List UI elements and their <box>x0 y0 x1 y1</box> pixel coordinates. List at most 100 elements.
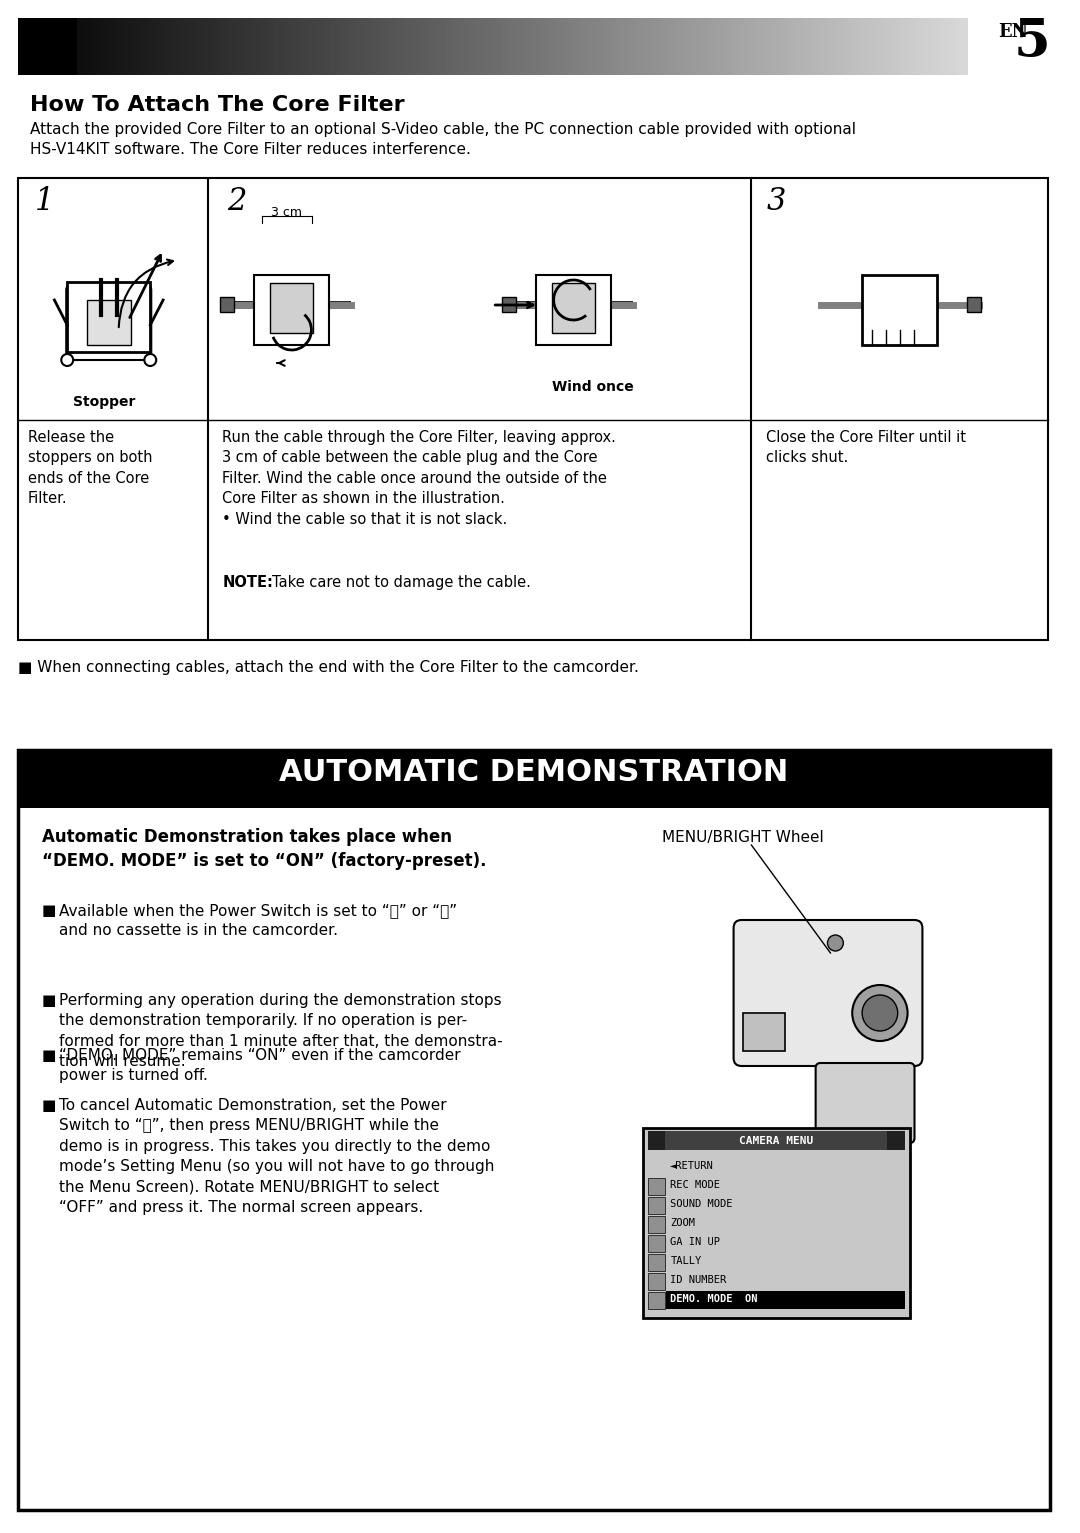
Bar <box>269 18 275 75</box>
Bar <box>744 18 750 75</box>
Bar <box>910 18 916 75</box>
Bar <box>743 1013 785 1052</box>
Bar <box>98 18 104 75</box>
Bar <box>330 18 337 75</box>
Bar <box>502 18 508 75</box>
Bar <box>720 18 726 75</box>
FancyBboxPatch shape <box>733 920 922 1065</box>
Bar <box>487 18 494 75</box>
Bar <box>582 18 589 75</box>
Bar <box>800 18 807 75</box>
Bar <box>265 18 270 75</box>
Bar <box>967 297 981 313</box>
Bar <box>316 18 323 75</box>
Bar <box>254 274 329 345</box>
Bar <box>683 18 688 75</box>
Bar <box>393 18 399 75</box>
Bar <box>17 18 77 75</box>
Bar <box>639 18 645 75</box>
Bar <box>27 18 33 75</box>
Bar <box>877 18 882 75</box>
Bar <box>279 18 284 75</box>
Bar <box>497 18 503 75</box>
Text: Performing any operation during the demonstration stops
the demonstration tempor: Performing any operation during the demo… <box>59 993 503 1069</box>
Bar <box>87 300 131 345</box>
Bar <box>602 18 607 75</box>
Text: Release the
stoppers on both
ends of the Core
Filter.: Release the stoppers on both ends of the… <box>28 429 152 506</box>
Bar <box>478 18 484 75</box>
Text: NOTE:: NOTE: <box>222 575 273 590</box>
Bar <box>953 18 958 75</box>
Text: “DEMO. MODE” remains “ON” even if the camcorder
power is turned off.: “DEMO. MODE” remains “ON” even if the ca… <box>59 1049 461 1084</box>
Bar <box>174 18 180 75</box>
Bar <box>445 18 450 75</box>
Bar <box>270 284 313 333</box>
Bar <box>782 18 787 75</box>
Bar <box>298 18 303 75</box>
Bar <box>564 18 569 75</box>
Bar <box>597 18 603 75</box>
Bar <box>625 18 631 75</box>
Bar <box>616 18 621 75</box>
Bar <box>573 18 579 75</box>
Bar <box>388 18 394 75</box>
Text: 1: 1 <box>35 185 54 218</box>
Bar <box>288 18 294 75</box>
Bar <box>213 18 218 75</box>
Bar <box>364 18 370 75</box>
Bar <box>568 18 573 75</box>
Bar <box>426 18 432 75</box>
Bar <box>160 18 166 75</box>
Bar <box>354 18 361 75</box>
Bar <box>772 18 778 75</box>
Bar <box>502 297 516 313</box>
Bar <box>127 18 133 75</box>
Bar <box>648 1177 665 1196</box>
Bar <box>198 18 204 75</box>
Bar <box>94 18 99 75</box>
Bar <box>739 18 745 75</box>
Bar <box>308 18 313 75</box>
Bar <box>648 1254 665 1271</box>
Bar <box>558 18 565 75</box>
Text: Attach the provided Core Filter to an optional S-Video cable, the PC connection : Attach the provided Core Filter to an op… <box>29 123 855 156</box>
Bar <box>648 1216 665 1233</box>
Bar <box>677 18 684 75</box>
Text: ■ When connecting cables, attach the end with the Core Filter to the camcorder.: ■ When connecting cables, attach the end… <box>17 661 638 675</box>
Bar <box>806 18 811 75</box>
Text: 3 cm: 3 cm <box>271 205 302 219</box>
Bar <box>17 750 1050 808</box>
Text: SOUND MODE: SOUND MODE <box>671 1199 733 1210</box>
Bar <box>834 18 840 75</box>
Bar <box>455 18 460 75</box>
Bar <box>648 1131 905 1150</box>
Bar <box>227 18 232 75</box>
Bar <box>530 18 536 75</box>
Bar <box>251 18 256 75</box>
Text: Run the cable through the Core Filter, leaving approx.
3 cm of cable between the: Run the cable through the Core Filter, l… <box>222 429 617 527</box>
Bar <box>302 18 308 75</box>
Bar <box>369 18 375 75</box>
Bar <box>526 18 531 75</box>
Bar <box>46 18 52 75</box>
Bar <box>449 18 456 75</box>
Text: DEMO. MODE  ON: DEMO. MODE ON <box>671 1294 758 1305</box>
Bar <box>962 18 968 75</box>
Bar <box>691 18 698 75</box>
Bar <box>649 18 654 75</box>
Bar <box>592 18 597 75</box>
Bar <box>762 18 769 75</box>
Bar <box>706 18 712 75</box>
FancyBboxPatch shape <box>815 1062 915 1144</box>
Text: Close the Core Filter until it
clicks shut.: Close the Core Filter until it clicks sh… <box>766 429 967 466</box>
Bar <box>734 18 740 75</box>
Bar <box>203 18 208 75</box>
Bar <box>146 18 151 75</box>
Bar <box>32 18 38 75</box>
Bar <box>611 18 617 75</box>
Bar <box>132 18 137 75</box>
Bar <box>843 18 849 75</box>
Bar <box>383 18 389 75</box>
Text: How To Attach The Core Filter: How To Attach The Core Filter <box>29 95 404 115</box>
Bar <box>796 18 801 75</box>
